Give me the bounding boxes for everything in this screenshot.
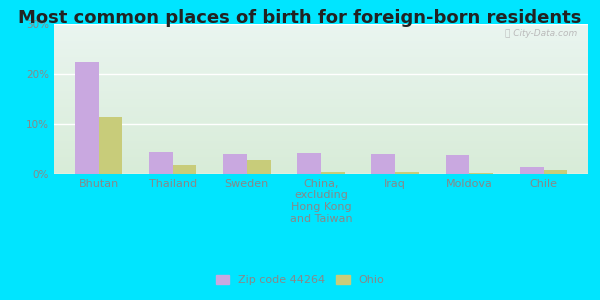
Bar: [520, 167, 544, 174]
Bar: [544, 169, 567, 174]
Text: Most common places of birth for foreign-born residents: Most common places of birth for foreign-…: [19, 9, 581, 27]
Bar: [321, 172, 345, 174]
Bar: [446, 155, 469, 174]
Text: Ⓢ City-Data.com: Ⓢ City-Data.com: [505, 28, 577, 38]
Bar: [173, 165, 196, 174]
Legend: Zip code 44264, Ohio: Zip code 44264, Ohio: [212, 271, 388, 288]
Bar: [149, 152, 173, 174]
Bar: [75, 61, 98, 174]
Bar: [297, 153, 321, 174]
Bar: [98, 116, 122, 174]
Bar: [223, 154, 247, 174]
Bar: [395, 172, 419, 174]
Bar: [247, 160, 271, 174]
Bar: [469, 172, 493, 174]
Bar: [371, 154, 395, 174]
